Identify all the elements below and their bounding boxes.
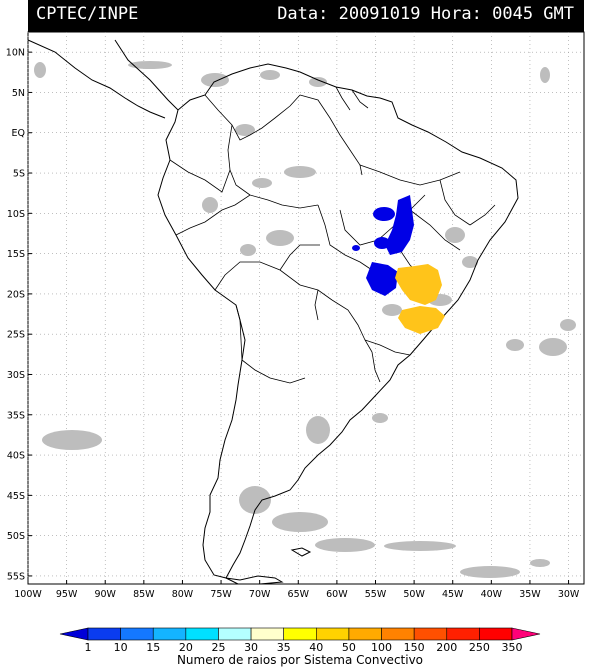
lat-label: 5S: [13, 169, 25, 180]
lat-label: 10S: [7, 209, 25, 220]
lon-label: 45W: [442, 589, 464, 600]
lon-label: 90W: [94, 589, 116, 600]
cloud-areas: [34, 61, 576, 578]
lon-label: 85W: [133, 589, 155, 600]
colorbar-segment: [283, 627, 317, 641]
colorbar-tick-label: 100: [371, 641, 392, 654]
lon-label: 40W: [481, 589, 503, 600]
colorbar: [59, 627, 541, 641]
lat-label: 50S: [7, 531, 25, 542]
colorbar-min-triangle: [59, 627, 89, 641]
south-america-outline: [114, 39, 519, 579]
lat-label: 10N: [6, 48, 25, 59]
colorbar-segment: [316, 627, 350, 641]
colorbar-segment: [120, 627, 154, 641]
lon-label: 55W: [365, 589, 387, 600]
colorbar-segment: [218, 627, 252, 641]
colorbar-segment: [381, 627, 415, 641]
colorbar-tick-label: 15: [146, 641, 160, 654]
map-frame: [27, 31, 585, 585]
colorbar-caption: Numero de raios por Sistema Convectivo: [176, 653, 424, 667]
colorbar-segment: [152, 627, 187, 641]
latitude-labels: 10N 5N EQ 5S 10S 15S 20S 25S 30S 35S 40S 45S 50S 55S: [6, 48, 25, 583]
agency-title: CPTEC/INPE: [36, 4, 139, 24]
lon-label: 60W: [326, 589, 348, 600]
colorbar-segment: [446, 627, 480, 641]
tierra-del-fuego: [225, 575, 284, 585]
colorbar-tick-label: 30: [244, 641, 258, 654]
colorbar-tick-label: 1: [85, 641, 92, 654]
colorbar-tick-label: 250: [469, 641, 490, 654]
lon-label: 95W: [56, 589, 78, 600]
colorbar-tick-label: 40: [309, 641, 323, 654]
colorbar-segment: [348, 627, 382, 641]
colorbar-segment: [87, 627, 121, 641]
lon-label: 35W: [519, 589, 541, 600]
lat-label: 15S: [7, 249, 25, 260]
title-bar: CPTEC/INPE Data: 20091019 Hora: 0045 GMT: [28, 0, 584, 32]
lon-label: 75W: [210, 589, 232, 600]
colorbar-segment: [250, 627, 284, 641]
lon-label: 30W: [558, 589, 580, 600]
falkland-islands: [290, 547, 312, 557]
lat-lon-grid: [27, 32, 584, 584]
colorbar-tick-label: 350: [502, 641, 523, 654]
colorbar-tick-label: 10: [114, 641, 128, 654]
lon-label: 50W: [403, 589, 425, 600]
central-america-outline: [27, 39, 166, 119]
lat-label: 55S: [7, 571, 25, 582]
colorbar-tick-label: 20: [179, 641, 193, 654]
colorbar-max-triangle: [511, 627, 541, 641]
lat-label: 40S: [7, 451, 25, 462]
lat-label: EQ: [12, 128, 25, 139]
lat-label: 30S: [7, 370, 25, 381]
colorbar-tick-labels: 1 10 15 20 25 30 35 40 50 100 150 200 250 350: [85, 641, 523, 654]
colorbar-tick-label: 25: [211, 641, 225, 654]
colorbar-segment: [413, 627, 448, 641]
lon-label: 70W: [249, 589, 271, 600]
lat-label: 25S: [7, 330, 25, 341]
lat-label: 5N: [12, 88, 25, 99]
colorbar-tick-label: 200: [436, 641, 457, 654]
colorbar-tick-label: 35: [277, 641, 291, 654]
lon-label: 65W: [288, 589, 310, 600]
colorbar-tick-label: 50: [342, 641, 356, 654]
longitude-labels: 100W 95W 90W 85W 80W 75W 70W 65W 60W 55W 50W 45W 40W…: [14, 589, 580, 600]
date-time-title: Data: 20091019 Hora: 0045 GMT: [277, 4, 574, 24]
colorbar-tick-label: 150: [404, 641, 425, 654]
lightning-50-100-areas: [395, 264, 445, 334]
lon-label: 100W: [14, 589, 42, 600]
lat-label: 45S: [7, 491, 25, 502]
lat-label: 35S: [7, 410, 25, 421]
lightning-1-10-areas: [352, 195, 414, 296]
colorbar-segment: [185, 627, 219, 641]
colorbar-segment: [479, 627, 513, 641]
lat-label: 20S: [7, 289, 25, 300]
lon-label: 80W: [172, 589, 194, 600]
